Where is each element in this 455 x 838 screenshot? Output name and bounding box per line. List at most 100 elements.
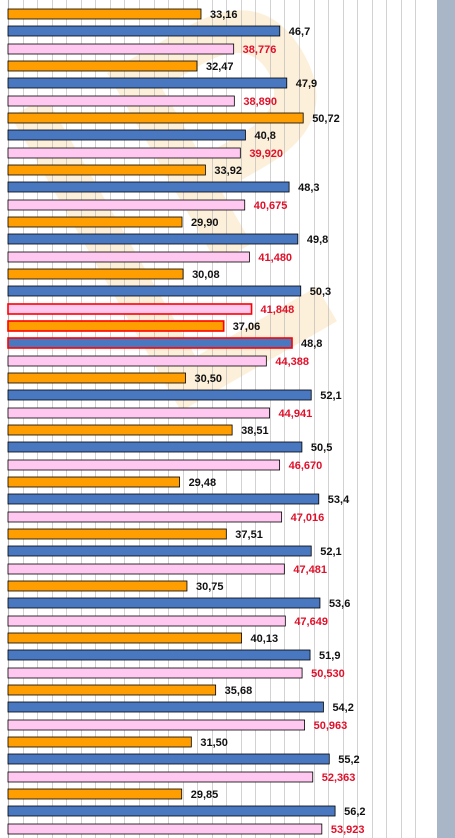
data-label-blue: 53,4 bbox=[328, 494, 350, 506]
data-label-blue: 48,3 bbox=[298, 182, 319, 194]
bars bbox=[7, 8, 336, 835]
data-label-pink: 47,016 bbox=[291, 512, 325, 524]
bar-blue bbox=[7, 649, 311, 661]
data-label-blue: 40,8 bbox=[254, 130, 275, 142]
bar-orange bbox=[7, 320, 225, 332]
data-label-orange: 29,85 bbox=[191, 789, 219, 801]
bar-blue bbox=[7, 597, 321, 609]
data-label-blue: 55,2 bbox=[338, 754, 359, 766]
bar-blue bbox=[7, 441, 303, 453]
data-label-blue: 46,7 bbox=[289, 26, 310, 38]
bar-blue bbox=[7, 701, 324, 713]
data-label-orange: 30,50 bbox=[195, 373, 223, 385]
bar-blue bbox=[7, 389, 312, 401]
bar-orange bbox=[7, 112, 304, 124]
bar-orange bbox=[7, 216, 183, 228]
bar-blue bbox=[7, 129, 246, 141]
bar-blue bbox=[7, 285, 302, 297]
bar-pink bbox=[7, 615, 286, 627]
data-label-pink: 41,480 bbox=[258, 252, 292, 264]
bar-orange bbox=[7, 788, 183, 800]
data-label-orange: 29,90 bbox=[191, 217, 219, 229]
bar-orange bbox=[7, 684, 217, 696]
bar-pink bbox=[7, 771, 314, 783]
bar-orange bbox=[7, 476, 180, 488]
data-label-pink: 50,530 bbox=[311, 668, 345, 680]
bar-pink bbox=[7, 199, 246, 211]
bar-orange bbox=[7, 632, 242, 644]
bar-pink bbox=[7, 95, 235, 107]
data-label-blue: 47,9 bbox=[296, 78, 317, 90]
data-label-pink: 44,941 bbox=[279, 408, 313, 420]
data-label-orange: 31,50 bbox=[200, 737, 228, 749]
bar-blue bbox=[7, 493, 320, 505]
data-label-pink: 47,649 bbox=[294, 616, 328, 628]
bar-blue bbox=[7, 25, 281, 37]
data-label-pink: 38,776 bbox=[243, 44, 277, 56]
bar-orange bbox=[7, 424, 233, 436]
bar-orange bbox=[7, 164, 206, 176]
bar-pink bbox=[7, 43, 235, 55]
data-label-pink: 40,675 bbox=[254, 200, 288, 212]
bar-pink bbox=[7, 823, 323, 835]
data-label-pink: 41,848 bbox=[261, 304, 295, 316]
data-label-pink: 47,481 bbox=[293, 564, 327, 576]
data-label-blue: 50,3 bbox=[310, 286, 331, 298]
data-label-blue: 52,1 bbox=[320, 390, 341, 402]
bar-orange bbox=[7, 268, 184, 280]
vertical-scrollbar[interactable] bbox=[437, 0, 455, 838]
bar-blue bbox=[7, 337, 293, 349]
data-label-orange: 50,72 bbox=[312, 113, 340, 125]
data-label-blue: 53,6 bbox=[329, 598, 350, 610]
bar-pink bbox=[7, 251, 250, 263]
data-label-pink: 52,363 bbox=[322, 772, 356, 784]
bar-pink bbox=[7, 459, 281, 471]
data-label-blue: 50,5 bbox=[311, 442, 332, 454]
bar-pink bbox=[7, 719, 306, 731]
data-label-orange: 37,51 bbox=[235, 529, 263, 541]
data-label-blue: 51,9 bbox=[319, 650, 340, 662]
data-label-pink: 39,920 bbox=[249, 148, 283, 160]
bar-orange bbox=[7, 528, 227, 540]
data-label-orange: 30,08 bbox=[192, 269, 220, 281]
bar-pink bbox=[7, 407, 270, 419]
data-label-pink: 53,923 bbox=[331, 824, 365, 836]
bar-pink bbox=[7, 355, 267, 367]
bar-orange bbox=[7, 60, 198, 72]
watermark-stroke bbox=[107, 10, 317, 264]
data-label-orange: 29,48 bbox=[189, 477, 217, 489]
data-label-orange: 40,13 bbox=[251, 633, 279, 645]
bar-pink bbox=[7, 563, 285, 575]
bar-pink bbox=[7, 667, 303, 679]
bar-orange bbox=[7, 372, 186, 384]
data-label-pink: 46,670 bbox=[289, 460, 323, 472]
bar-blue bbox=[7, 181, 290, 193]
data-label-orange: 33,92 bbox=[214, 165, 242, 177]
data-labels: 33,16 46,7 38,776 32,47 47,9 38,890 50,72 40,8 3… bbox=[189, 9, 366, 836]
bar-blue bbox=[7, 805, 336, 817]
bar-pink bbox=[7, 303, 253, 315]
bar-orange bbox=[7, 580, 188, 592]
data-label-orange: 32,47 bbox=[206, 61, 234, 73]
data-label-pink: 38,890 bbox=[243, 96, 277, 108]
data-label-blue: 56,2 bbox=[344, 806, 365, 818]
data-label-blue: 49,8 bbox=[307, 234, 328, 246]
data-label-pink: 50,963 bbox=[314, 720, 348, 732]
data-label-orange: 38,51 bbox=[241, 425, 269, 437]
bar-blue bbox=[7, 753, 330, 765]
bar-pink bbox=[7, 147, 241, 159]
data-label-orange: 33,16 bbox=[210, 9, 238, 21]
bar-blue bbox=[7, 77, 288, 89]
bar-blue bbox=[7, 233, 299, 245]
data-label-orange: 37,06 bbox=[233, 321, 261, 333]
data-label-blue: 52,1 bbox=[320, 546, 341, 558]
bar-blue bbox=[7, 545, 312, 557]
data-label-orange: 30,75 bbox=[196, 581, 224, 593]
bar-pink bbox=[7, 511, 283, 523]
data-label-orange: 35,68 bbox=[225, 685, 253, 697]
bar-orange bbox=[7, 8, 202, 20]
data-label-blue: 54,2 bbox=[332, 702, 353, 714]
data-label-pink: 44,388 bbox=[275, 356, 309, 368]
bar-orange bbox=[7, 736, 192, 748]
